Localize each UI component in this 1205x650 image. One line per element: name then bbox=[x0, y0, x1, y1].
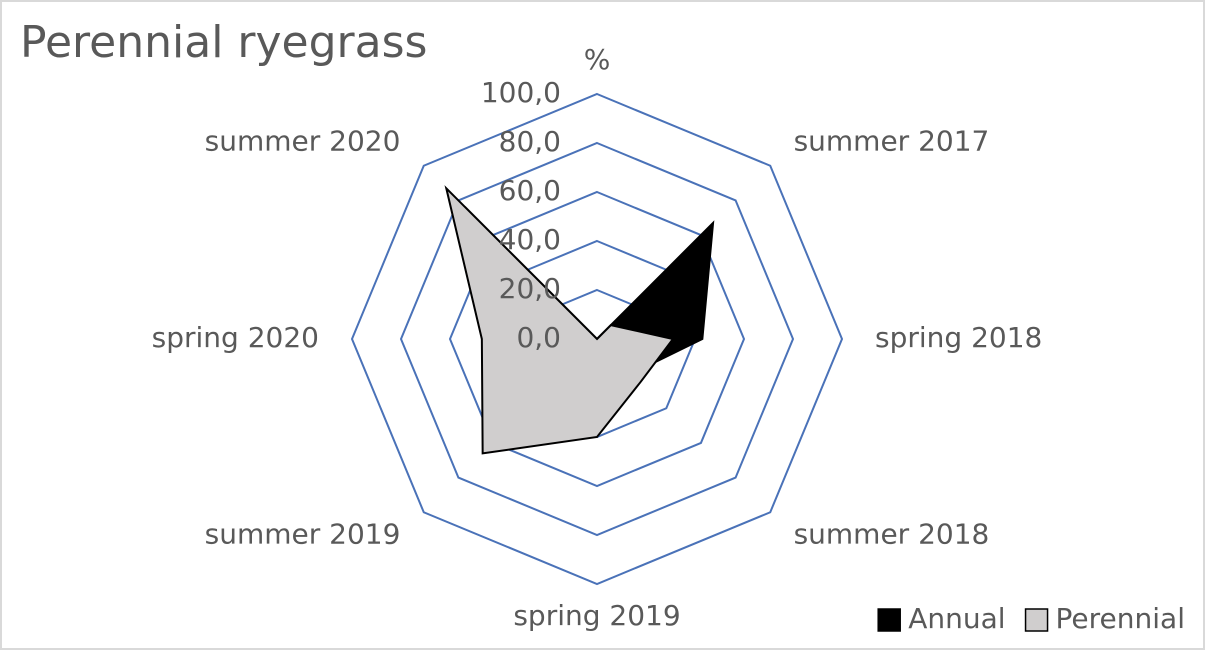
category-label: % bbox=[584, 43, 611, 76]
y-tick-label: 80,0 bbox=[499, 125, 561, 158]
y-tick-label: 20,0 bbox=[499, 272, 561, 305]
chart-title: Perennial ryegrass bbox=[20, 17, 427, 68]
category-label: summer 2017 bbox=[794, 124, 990, 157]
legend-swatch bbox=[877, 608, 901, 632]
y-tick-label: 60,0 bbox=[499, 174, 561, 207]
y-tick-label: 100,0 bbox=[481, 76, 561, 109]
y-tick-label: 0,0 bbox=[516, 321, 561, 354]
category-label: spring 2020 bbox=[152, 321, 319, 354]
grid-ring bbox=[399, 141, 795, 537]
legend-label: Perennial bbox=[1056, 602, 1185, 635]
category-label: spring 2018 bbox=[875, 321, 1042, 354]
category-label: spring 2019 bbox=[513, 599, 680, 632]
legend-swatch bbox=[1024, 608, 1049, 632]
grid-ring bbox=[350, 92, 844, 586]
category-label: summer 2019 bbox=[205, 518, 401, 551]
radar-area bbox=[444, 185, 675, 455]
legend-label: Annual bbox=[908, 602, 1005, 635]
category-label: summer 2020 bbox=[205, 124, 401, 157]
category-label: summer 2018 bbox=[794, 518, 990, 551]
y-tick-label: 40,0 bbox=[499, 223, 561, 256]
